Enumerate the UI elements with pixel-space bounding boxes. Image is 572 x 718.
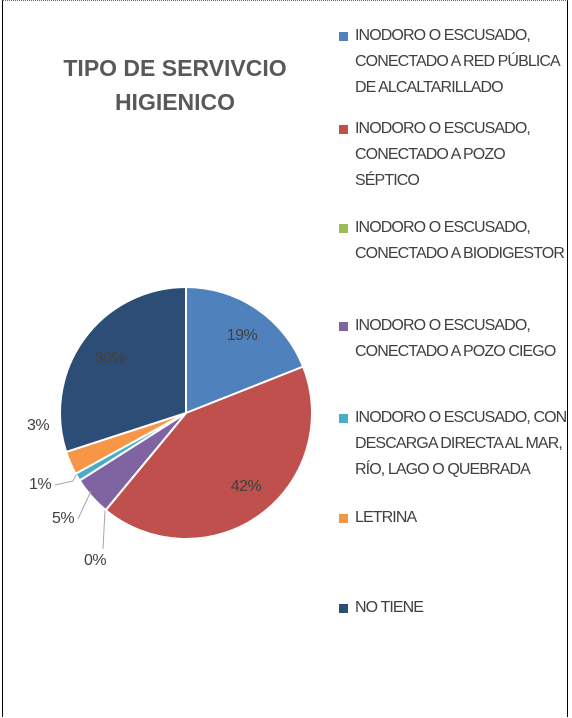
data-label: 3% [27,417,49,434]
data-label: 30% [95,350,126,367]
legend-item: INODORO O ESCUSADO, CON DESCARGA DIRECTA… [339,405,567,483]
legend-item: INODORO O ESCUSADO, CONECTADO A POZO SÉP… [339,116,567,194]
pie-slice [185,285,305,415]
legend-swatch [339,224,348,233]
legend-swatch [339,322,348,331]
legend-label: INODORO O ESCUSADO, CONECTADO A BIODIGES… [355,219,565,262]
legend-swatch [339,604,348,613]
legend-item: INODORO O ESCUSADO, CONECTADO A BIODIGES… [339,215,567,267]
legend-swatch [339,514,348,523]
legend-item: NO TIENE [339,595,567,621]
data-label: 19% [227,327,258,344]
legend-label: INODORO O ESCUSADO, CONECTADO A POZO SÉP… [355,120,531,189]
data-label: 42% [231,478,262,495]
pie-slice [104,365,313,540]
legend-swatch [339,125,348,134]
legend-item: LETRINA [339,505,567,531]
pie-area: 19% 42% 0% 5%1% 3% 30% [27,285,313,569]
legend-swatch [339,414,348,423]
legend-item: INODORO O ESCUSADO, CONECTADO A RED PÚBL… [339,23,567,101]
legend-label: INODORO O ESCUSADO, CONECTADO A POZO CIE… [355,317,556,360]
legend-item: INODORO O ESCUSADO, CONECTADO A POZO CIE… [339,313,567,365]
legend-label: LETRINA [355,509,417,526]
legend-swatch [339,32,348,41]
data-label: 5% [52,510,74,527]
legend-label: INODORO O ESCUSADO, CON DESCARGA DIRECTA… [355,409,567,478]
legend-label: INODORO O ESCUSADO, CONECTADO A RED PÚBL… [355,27,560,96]
data-label: 1% [29,476,51,493]
legend-label: NO TIENE [355,599,424,616]
data-label: 0% [84,552,106,569]
chart-title: TIPO DE SERVIVCIO HIGIENICO [63,55,287,115]
leader-line [77,490,92,520]
pie-slice [59,285,187,454]
